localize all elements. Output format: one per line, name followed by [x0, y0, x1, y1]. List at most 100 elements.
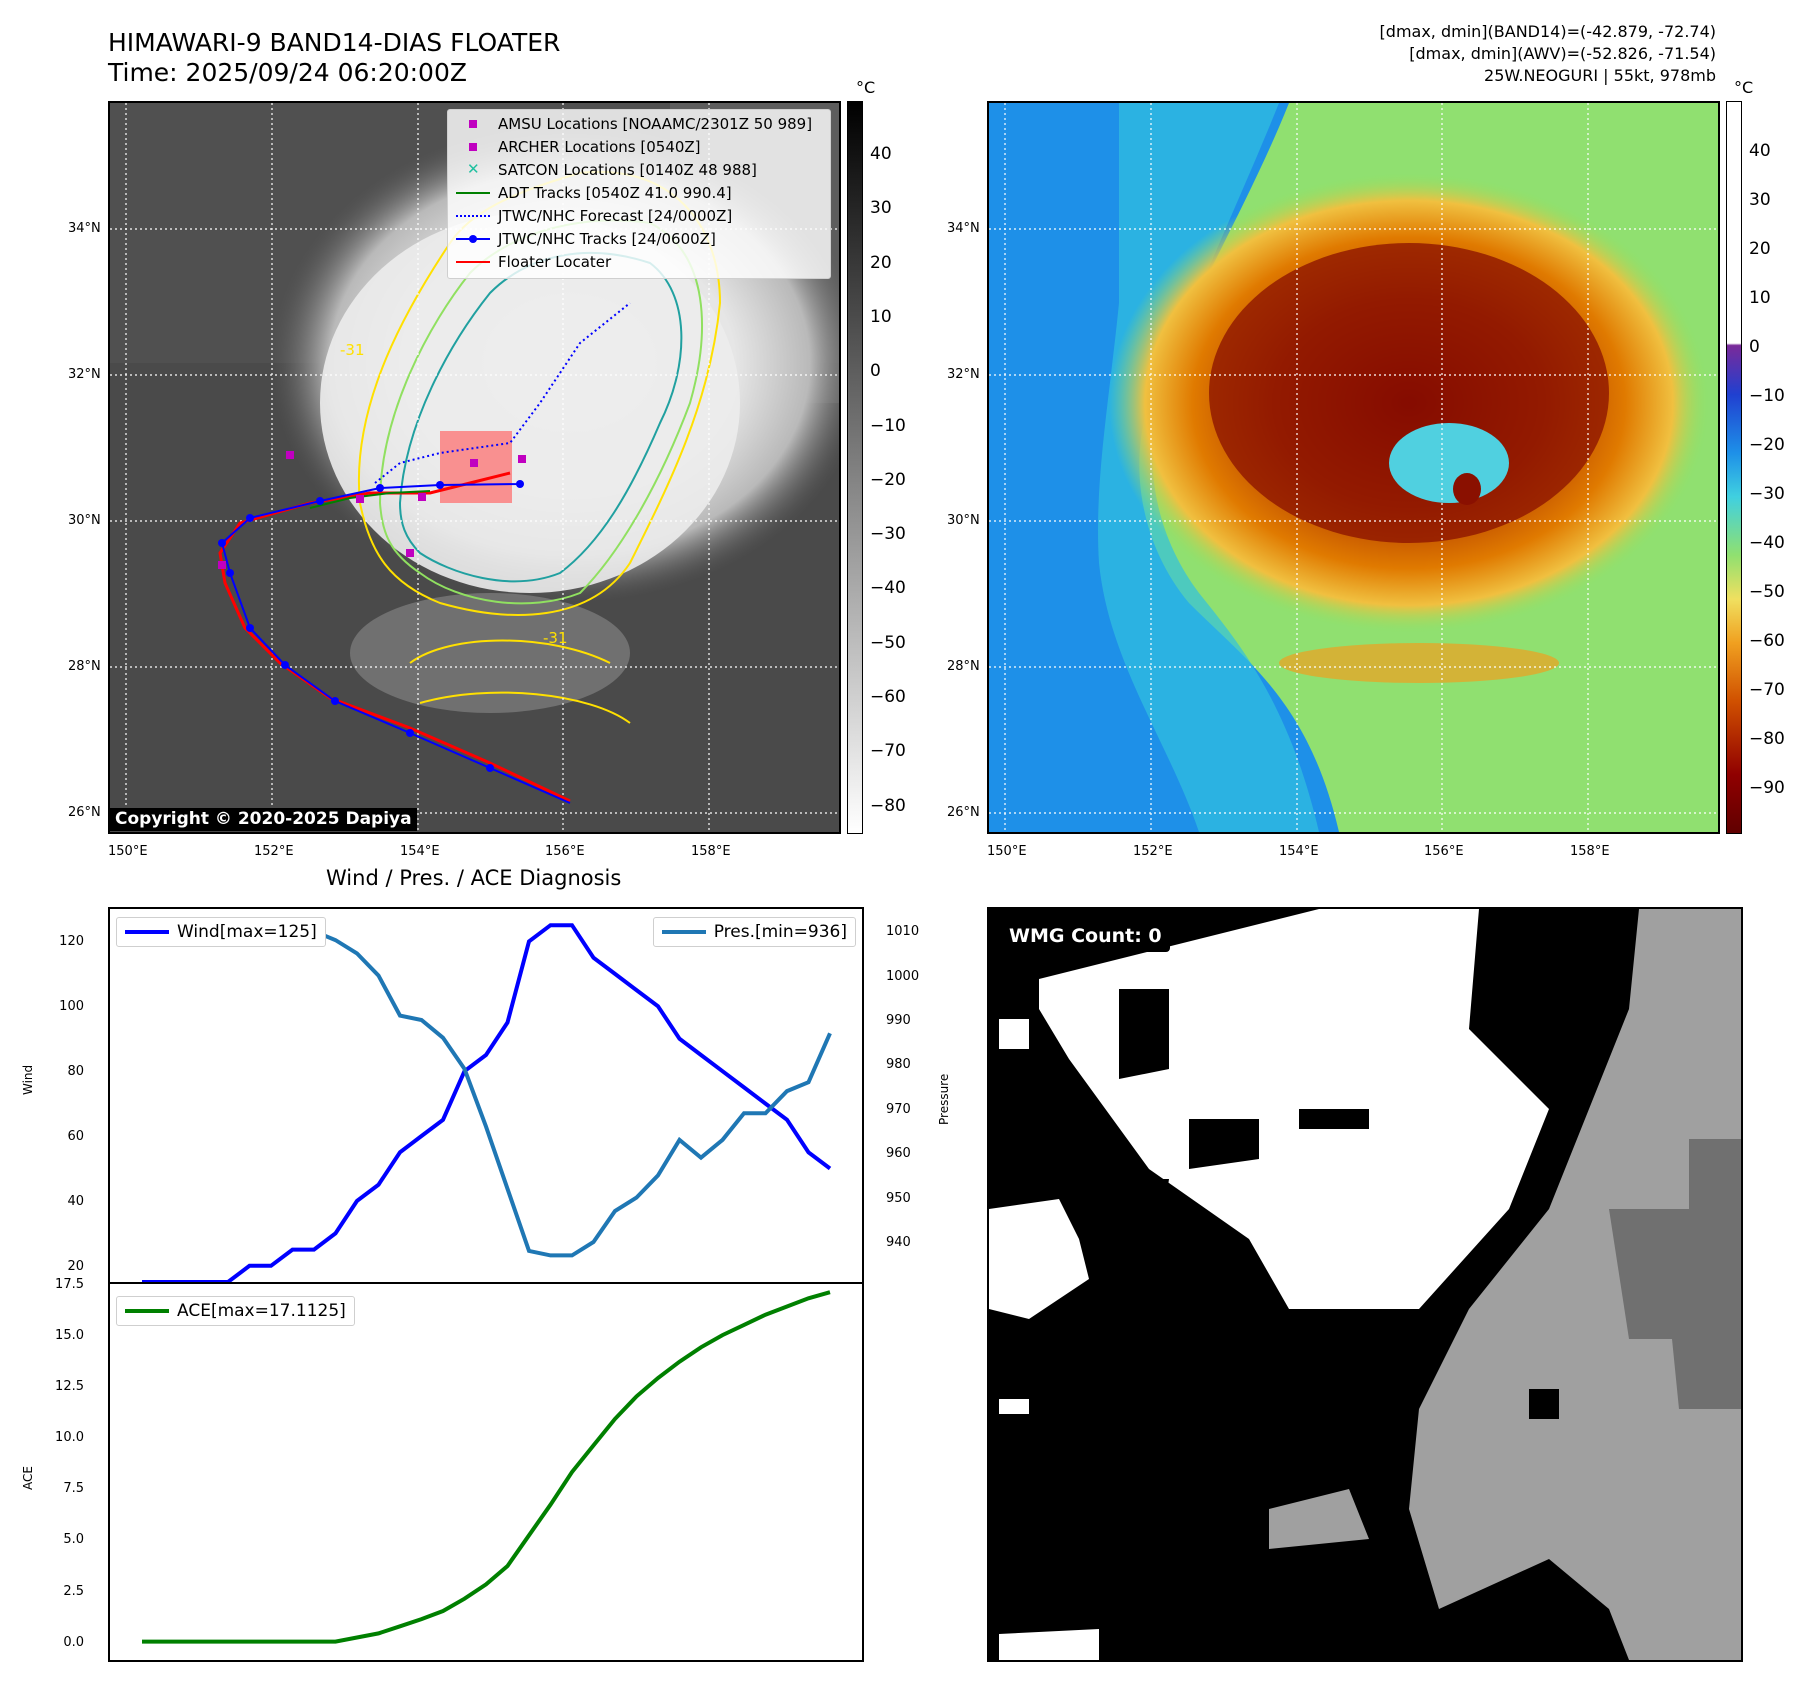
colorbar-tick: −60 [870, 687, 906, 707]
figure-time: Time: 2025/09/24 06:20:00Z [108, 58, 467, 87]
ace-tick: 15.0 [55, 1328, 84, 1344]
colorbar-tick: 10 [1749, 288, 1771, 308]
colorbar-tick: 30 [1749, 190, 1771, 210]
lon-tick: 150°E [108, 844, 148, 859]
wind-pressure-plot: Wind[max=125] Pres.[min=936] [108, 907, 864, 1284]
colorbar-tick: −20 [1749, 435, 1785, 455]
wind-tick: 80 [67, 1064, 84, 1080]
legend-label: JTWC/NHC Tracks [24/0600Z] [498, 230, 716, 248]
lon-tick: 156°E [545, 844, 585, 859]
legend-item-amsu: AMSU Locations [NOAAMC/2301Z 50 989] [456, 114, 812, 134]
wmg-mask-panel: WMG Count: 0 [987, 907, 1743, 1662]
square-marker-icon [456, 114, 490, 134]
lat-tick: 32°N [947, 367, 980, 382]
x-marker-icon: ✕ [467, 160, 480, 178]
diagnosis-title: Wind / Pres. / ACE Diagnosis [326, 866, 622, 890]
colorbar-tick: −80 [870, 795, 906, 816]
wind-tick: 40 [67, 1193, 84, 1209]
ace-line [142, 1290, 831, 1644]
wmg-mask-image [989, 909, 1741, 1660]
ace-tick: 10.0 [55, 1430, 84, 1446]
ace-legend-label: ACE[max=17.1125] [177, 1301, 346, 1321]
colorbar-tick: −70 [870, 741, 906, 762]
wind-tick: 20 [67, 1258, 84, 1274]
colorbar-tick: −90 [1749, 778, 1785, 798]
lat-tick: 28°N [947, 659, 980, 674]
lat-tick: 28°N [68, 659, 101, 674]
legend-item-floater: Floater Locater [456, 252, 611, 272]
legend-label: SATCON Locations [0140Z 48 988] [498, 161, 757, 179]
storm-info: 25W.NEOGURI | 55kt, 978mb [1484, 66, 1716, 85]
legend-item-forecast: JTWC/NHC Forecast [24/0000Z] [456, 206, 732, 226]
wind-legend-label: Wind[max=125] [177, 922, 317, 942]
wind-tick: 120 [59, 934, 84, 950]
pressure-tick: 1000 [886, 968, 920, 984]
legend-label: ARCHER Locations [0540Z] [498, 138, 701, 156]
colorbar-tick: −30 [870, 524, 906, 545]
colorbar-tick: 20 [870, 252, 892, 273]
pressure-tick: 980 [886, 1057, 911, 1073]
ace-tick: 2.5 [63, 1583, 84, 1599]
colorbar-tick: 10 [870, 306, 892, 327]
lat-tick: 26°N [947, 805, 980, 820]
solid-line-icon [456, 252, 490, 272]
awv-range: [dmax, dmin](AWV)=(-52.826, -71.54) [1409, 44, 1716, 63]
ace-legend-line [125, 1309, 169, 1313]
lon-tick: 154°E [1279, 844, 1319, 859]
ir-colorbar [847, 101, 863, 834]
contour-label: -31 [340, 341, 365, 359]
ace-legend: ACE[max=17.1125] [116, 1296, 355, 1326]
wind-pressure-svg [142, 920, 832, 1282]
dotted-line-icon [456, 206, 490, 226]
ace-tick: 5.0 [63, 1532, 84, 1548]
pressure-tick: 940 [886, 1235, 911, 1251]
ace-svg [142, 1290, 831, 1644]
pressure-line [142, 920, 832, 1258]
legend-label: AMSU Locations [NOAAMC/2301Z 50 989] [498, 115, 813, 133]
ace-axis-label: ACE [21, 1466, 35, 1490]
lat-tick: 34°N [68, 221, 101, 236]
colorbar-tick: 40 [1749, 141, 1771, 161]
legend-item-tracks: JTWC/NHC Tracks [24/0600Z] [456, 229, 716, 249]
lat-tick: 30°N [947, 513, 980, 528]
lat-tick: 32°N [68, 367, 101, 382]
map-legend: AMSU Locations [NOAAMC/2301Z 50 989] ARC… [447, 109, 831, 279]
pressure-tick: 960 [886, 1146, 911, 1162]
colorbar-tick: −30 [1749, 484, 1785, 504]
contour-label: -31 [543, 629, 568, 647]
color-map-image [989, 103, 1718, 832]
colorbar-tick: −20 [870, 469, 906, 490]
wind-axis-label: Wind [21, 1064, 35, 1095]
line-dot-icon [456, 229, 490, 249]
figure-title: HIMAWARI-9 BAND14-DIAS FLOATER [108, 28, 561, 57]
colorbar-tick: 0 [870, 361, 881, 382]
lat-tick: 26°N [68, 805, 101, 820]
lon-tick: 152°E [1133, 844, 1173, 859]
ace-tick: 7.5 [63, 1481, 84, 1497]
colorbar-tick: −40 [870, 578, 906, 599]
wind-tick: 60 [67, 1129, 84, 1145]
awv-colorbar [1726, 101, 1742, 834]
legend-item-adt: ADT Tracks [0540Z 41.0 990.4] [456, 183, 732, 203]
colorbar-tick: −10 [870, 415, 906, 436]
colorbar-tick: −50 [870, 632, 906, 653]
colorbar-tick: −70 [1749, 680, 1785, 700]
lat-tick: 30°N [68, 513, 101, 528]
colorbar-tick: −60 [1749, 631, 1785, 651]
wmg-count-badge: WMG Count: 0 [1001, 921, 1170, 952]
ir-map-panel: AMSU Locations [NOAAMC/2301Z 50 989] ARC… [108, 101, 841, 834]
colorbar-tick: 0 [1749, 337, 1760, 357]
pressure-tick: 970 [886, 1101, 911, 1117]
lon-tick: 158°E [691, 844, 731, 859]
colorbar-tick: 30 [870, 198, 892, 219]
lon-tick: 154°E [400, 844, 440, 859]
wind-tick: 100 [59, 999, 84, 1015]
wind-line [142, 923, 832, 1282]
pressure-tick: 990 [886, 1013, 911, 1028]
colorbar-tick: 40 [870, 144, 892, 164]
lon-tick: 158°E [1570, 844, 1610, 859]
pressure-axis-label: Pressure [937, 1073, 951, 1125]
lon-tick: 150°E [987, 844, 1027, 859]
lon-tick: 152°E [254, 844, 294, 859]
legend-label: Floater Locater [498, 253, 612, 271]
